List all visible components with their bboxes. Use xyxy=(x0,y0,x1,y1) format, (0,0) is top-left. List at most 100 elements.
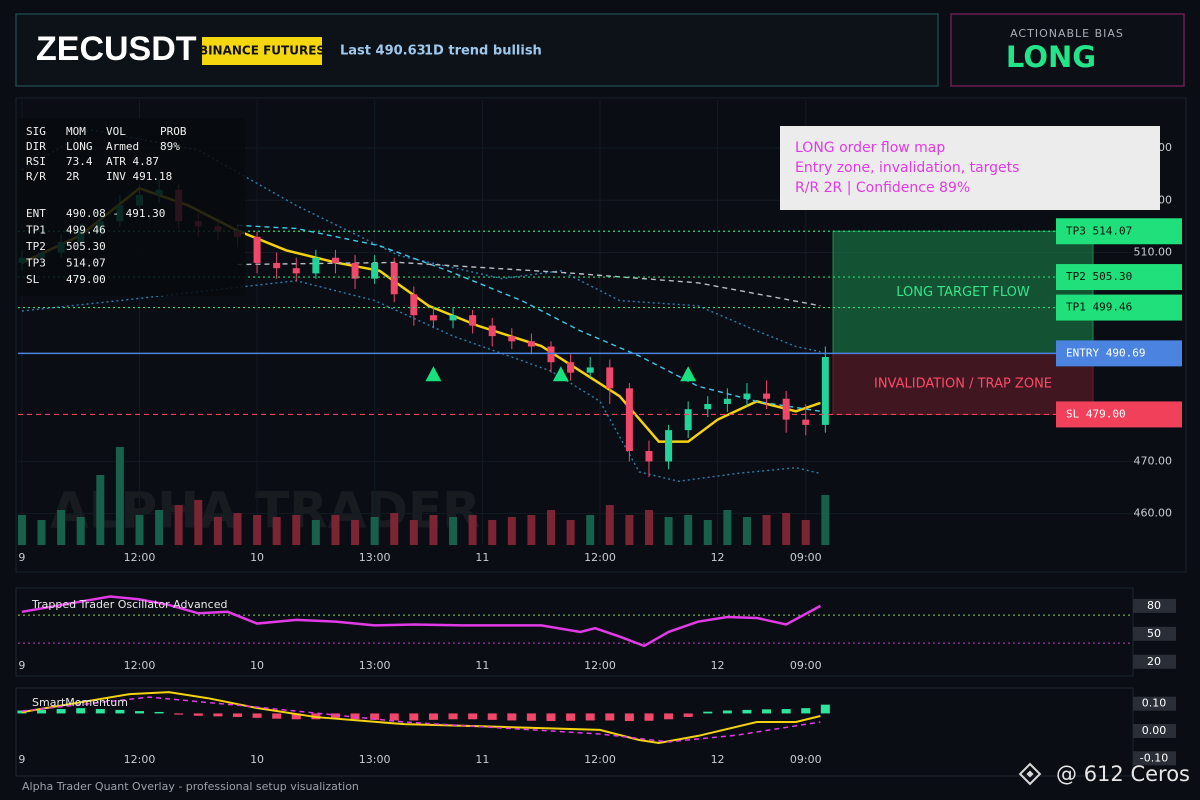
info-cell: VOL xyxy=(106,125,126,138)
level-tag xyxy=(1056,401,1182,428)
info-cell: ATR 4.87 xyxy=(106,155,159,168)
info-cell: 2R xyxy=(66,170,80,183)
y-tick-label: 0.00 xyxy=(1142,724,1167,737)
momentum-bar xyxy=(468,713,478,720)
info-level: 499.46 xyxy=(66,224,106,237)
momentum-bar xyxy=(37,709,47,714)
volume-bar xyxy=(115,447,124,545)
volume-bar xyxy=(625,515,634,545)
candle-body xyxy=(625,388,633,451)
momentum-bar xyxy=(487,713,497,720)
info-level: 514.07 xyxy=(66,257,106,270)
candle-body xyxy=(273,262,281,269)
candle-body xyxy=(253,236,261,263)
pane-title: Trapped Trader Oscillator Advanced xyxy=(31,598,227,611)
momentum-bar xyxy=(781,709,791,714)
candle-body xyxy=(371,262,379,279)
info-level: TP1 xyxy=(26,224,46,237)
candle-body xyxy=(469,315,477,326)
momentum-bar xyxy=(291,713,301,720)
note-line: R/R 2R | Confidence 89% xyxy=(795,180,970,196)
momentum-bar xyxy=(370,713,380,720)
volume-bar xyxy=(253,515,262,545)
price-pane xyxy=(15,97,1187,573)
momentum-bar xyxy=(801,708,811,714)
volume-bar xyxy=(194,500,203,545)
candle-body xyxy=(704,403,712,410)
candle-body xyxy=(429,315,437,321)
momentum-bar xyxy=(330,713,340,719)
info-level: 479.00 xyxy=(66,273,106,286)
y-tick-box xyxy=(1133,751,1176,766)
volume-bar xyxy=(292,515,301,545)
volume-bar xyxy=(174,505,183,545)
candle-body xyxy=(821,356,829,425)
info-cell: RSI xyxy=(26,155,46,168)
volume-bar xyxy=(801,520,810,545)
momentum-bar xyxy=(154,711,164,714)
x-tick-label: 11 xyxy=(475,551,489,564)
momentum-bar xyxy=(193,713,203,716)
volume-bar xyxy=(547,510,556,545)
candle-body xyxy=(390,262,398,295)
credit-icon-shape xyxy=(1018,762,1042,786)
momentum-bar xyxy=(507,713,517,721)
y-tick-label: 470.00 xyxy=(1134,454,1173,467)
y-tick-label: 460.00 xyxy=(1134,507,1173,520)
zone-label: LONG TARGET FLOW xyxy=(896,285,1030,300)
credit: @ 612 Ceros xyxy=(1056,762,1190,786)
info-text: SIG MOM VOL PROB DIR LONG Armed 89% RSI 73.4 ATR 4… xyxy=(26,125,187,286)
candle-body xyxy=(508,336,516,342)
x-tick-label: 09:00 xyxy=(790,659,822,672)
volume-bar xyxy=(213,517,222,545)
info-level: SL xyxy=(26,273,40,286)
level-label: ENTRY 490.69 xyxy=(1066,346,1145,359)
volume-bar xyxy=(762,515,771,545)
y-tick-box xyxy=(1133,696,1176,711)
momentum-bar xyxy=(213,713,223,717)
info-cell: R/R xyxy=(26,170,46,183)
x-tick-label: 12:00 xyxy=(584,753,616,766)
x-tick-label: 11 xyxy=(475,659,489,672)
momentum-bar xyxy=(644,713,654,721)
momentum-bar xyxy=(409,713,419,721)
momentum-bar xyxy=(683,713,693,717)
momentum-line xyxy=(21,691,821,745)
candle-body xyxy=(743,393,751,399)
x-tick-label: 13:00 xyxy=(359,659,391,672)
volume-bar xyxy=(390,513,399,545)
volume-bar xyxy=(351,520,360,545)
volume-bar xyxy=(449,517,458,545)
candle-body xyxy=(488,325,496,337)
x-tick-label: 9 xyxy=(18,659,25,672)
bias-label: ACTIONABLE BIAS xyxy=(1010,27,1124,40)
chart-layer: 9 12:00 10 13:00 11 12:00 12 09:00 460.00 470.00 5… xyxy=(17,100,1182,766)
momentum-bar xyxy=(566,713,576,721)
x-tick-label: 09:00 xyxy=(790,753,822,766)
note-text: LONG order flow map Entry zone, invalidat… xyxy=(795,140,1019,196)
symbol: ZECUSDT xyxy=(36,30,197,68)
volume-bar xyxy=(821,495,830,545)
y-tick-box xyxy=(1133,598,1176,613)
y-tick-label: 50 xyxy=(1147,627,1161,640)
momentum-bar xyxy=(664,713,674,720)
header-box xyxy=(15,13,939,87)
momentum-bar xyxy=(605,713,615,721)
volume-bar xyxy=(17,515,26,545)
level-label: TP2 505.30 xyxy=(1066,270,1132,283)
candle-body xyxy=(665,430,673,462)
zone xyxy=(832,352,1094,415)
candle-body xyxy=(645,450,653,462)
info-level: 505.30 xyxy=(66,240,106,253)
level-tag xyxy=(1056,218,1182,245)
x-tick-label: 12:00 xyxy=(584,551,616,564)
momentum-bar xyxy=(742,709,752,714)
volume-bar xyxy=(370,517,379,545)
volume-bar xyxy=(272,517,281,545)
momentum-bar xyxy=(703,711,713,714)
volume-bar xyxy=(331,515,340,545)
volume-bar xyxy=(429,515,438,545)
level-label: TP1 499.46 xyxy=(1066,301,1132,314)
volume-bar xyxy=(468,515,477,545)
momentum-bar xyxy=(762,709,772,714)
